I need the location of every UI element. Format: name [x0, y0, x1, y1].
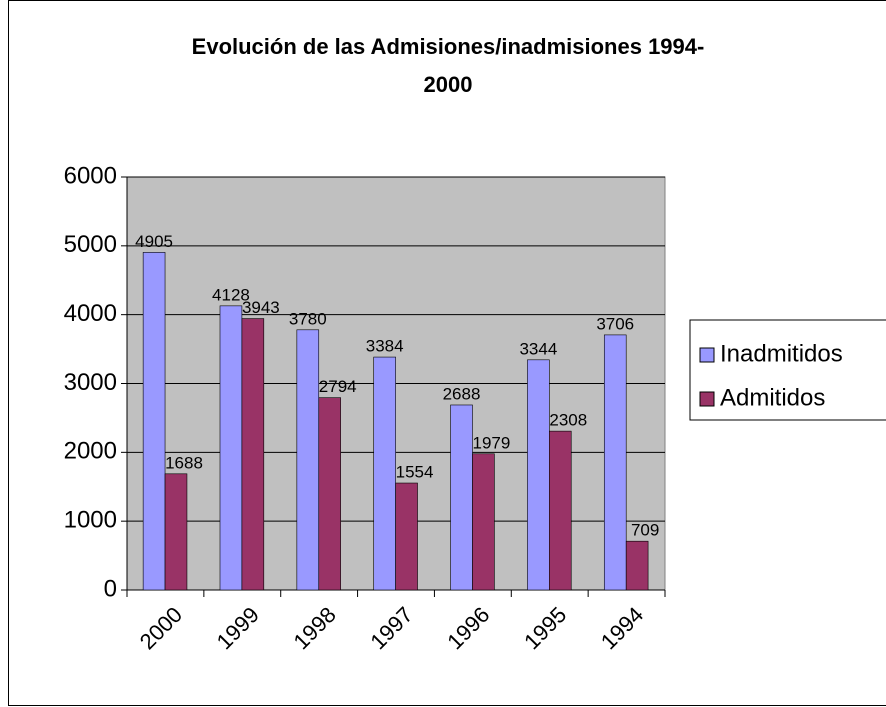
- legend-box: [689, 319, 886, 421]
- bar: [241, 318, 265, 591]
- bar: [395, 482, 418, 591]
- y-tick-label: 0: [104, 575, 117, 602]
- y-tick-label: 4000: [64, 300, 117, 327]
- bar: [318, 397, 341, 591]
- legend-label: Admitidos: [720, 384, 825, 411]
- value-label: 3384: [366, 337, 404, 356]
- value-label: 3706: [596, 314, 634, 333]
- value-label: 3943: [242, 298, 280, 317]
- value-label: 2308: [549, 411, 587, 430]
- value-label: 4128: [212, 285, 250, 304]
- value-label: 1554: [396, 463, 434, 482]
- value-label: 1979: [473, 433, 511, 452]
- bar: [450, 404, 473, 591]
- legend-swatch: [699, 391, 715, 407]
- bar: [373, 356, 396, 591]
- value-label: 709: [631, 521, 659, 540]
- bar: [164, 473, 188, 591]
- value-label: 2794: [319, 377, 357, 396]
- chart-title: Evolución de las Admisiones/inadmisiones…: [192, 34, 705, 97]
- value-label: 4905: [135, 232, 173, 251]
- value-label: 1688: [165, 453, 203, 472]
- legend-swatch: [699, 347, 715, 363]
- bar: [472, 453, 495, 591]
- bar: [603, 334, 627, 591]
- bar: [549, 430, 572, 591]
- y-tick-label: 2000: [64, 438, 117, 465]
- value-label: 2688: [443, 384, 481, 403]
- y-tick-label: 5000: [64, 231, 117, 258]
- y-tick-label: 1000: [64, 507, 117, 534]
- bar: [219, 305, 243, 591]
- y-tick-label: 6000: [64, 162, 117, 189]
- legend-label: Inadmitidos: [720, 340, 843, 367]
- bar: [142, 252, 166, 591]
- bar: [625, 540, 649, 591]
- value-label: 3780: [289, 309, 327, 328]
- bar: [527, 359, 550, 591]
- bar: [296, 329, 320, 591]
- y-tick-label: 3000: [64, 369, 117, 396]
- value-label: 3344: [519, 339, 557, 358]
